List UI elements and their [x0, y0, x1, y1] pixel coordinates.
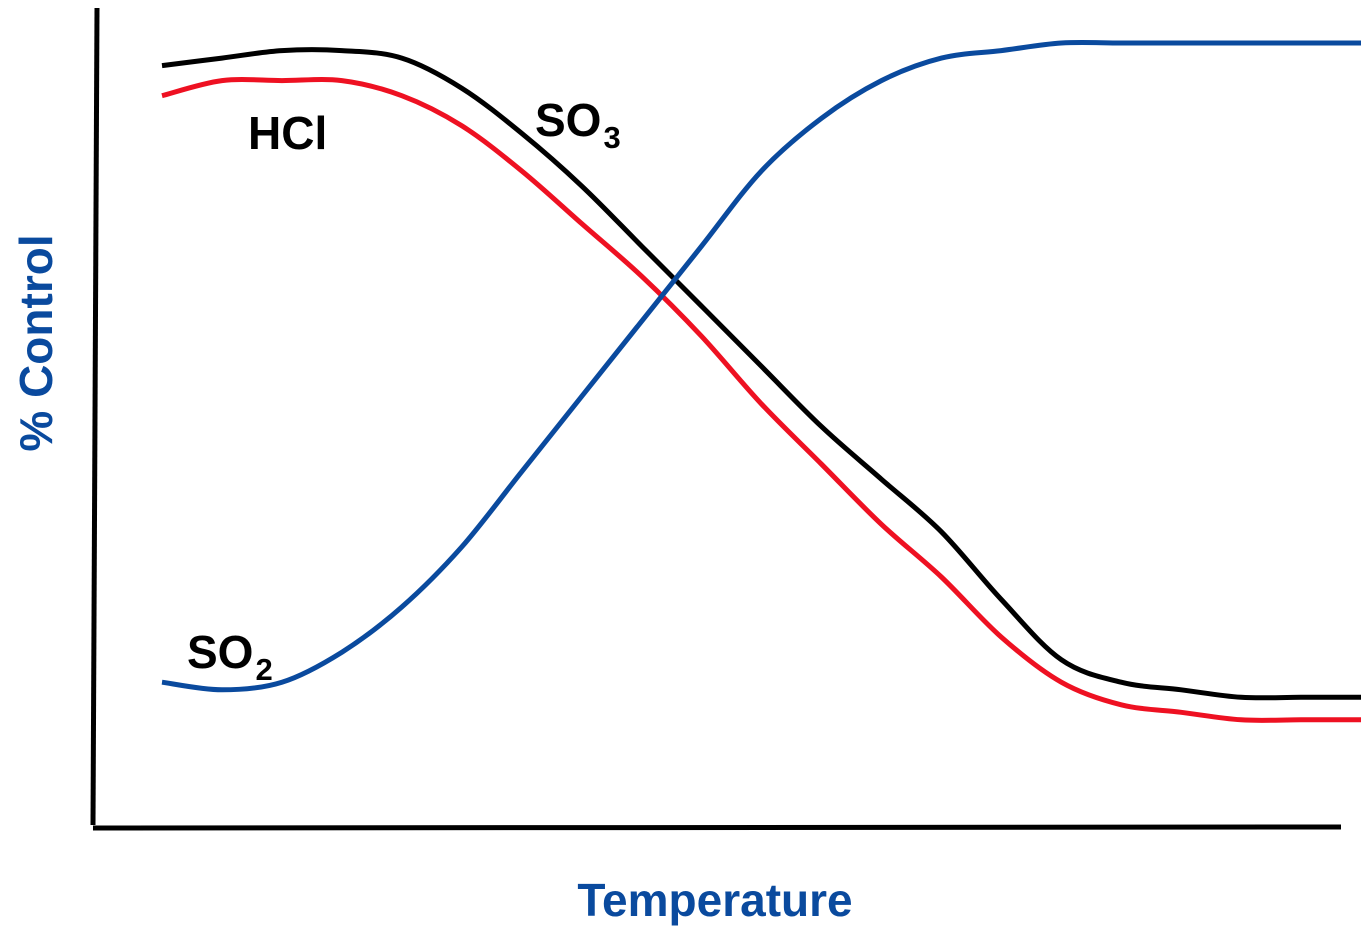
series-line-so3 — [161, 47, 1361, 701]
y-axis-line — [90, 7, 100, 826]
series-label-subscript: 2 — [255, 652, 272, 687]
series-line-so2 — [161, 39, 1361, 693]
x-axis-title: Temperature — [577, 874, 852, 926]
series-label-so3: SO3 — [535, 94, 621, 155]
series-label-text: SO — [535, 94, 601, 146]
series-label-text: HCl — [248, 107, 327, 159]
x-axis-line — [92, 824, 1342, 831]
series-label-text: SO — [187, 626, 253, 678]
series-group — [161, 39, 1361, 723]
series-line-hcl — [161, 77, 1361, 723]
axes — [90, 7, 1342, 831]
series-label-so2: SO2 — [187, 626, 273, 687]
series-label-subscript: 3 — [603, 120, 620, 155]
y-axis-title: % Control — [10, 234, 62, 451]
series-label-hcl: HCl — [248, 107, 327, 159]
